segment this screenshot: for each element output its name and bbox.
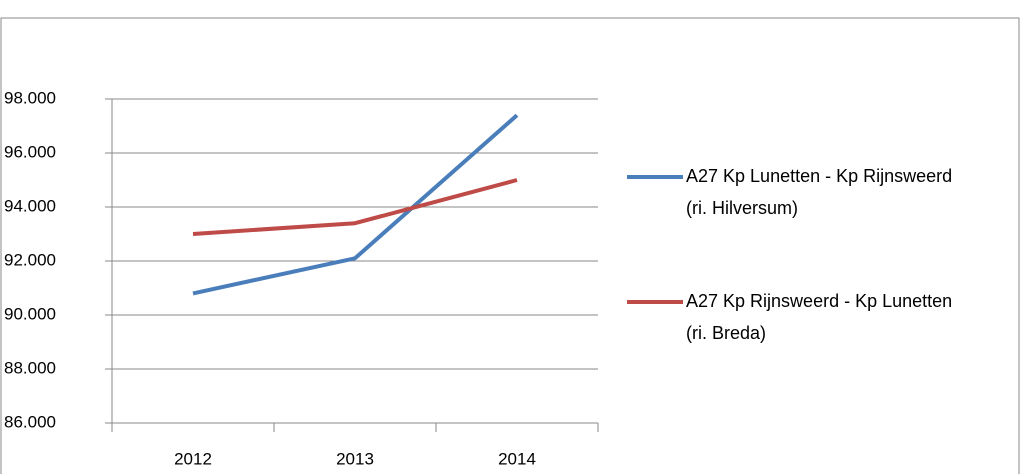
y-tick-label: 86.000 — [4, 412, 56, 431]
x-tick-label: 2013 — [336, 449, 374, 468]
chart-frame — [0, 17, 1020, 474]
legend-item: A27 Kp Lunetten - Kp Rijnsweerd (ri. Hil… — [627, 160, 967, 224]
legend-swatch — [627, 175, 683, 179]
y-tick-label: 98.000 — [4, 88, 56, 107]
y-tick-label: 90.000 — [4, 304, 56, 323]
legend-label: A27 Kp Lunetten - Kp Rijnsweerd (ri. Hil… — [686, 166, 953, 218]
y-tick-label: 94.000 — [4, 196, 56, 215]
x-tick-label: 2012 — [174, 449, 212, 468]
y-tick-label: 92.000 — [4, 250, 56, 269]
y-tick-label: 88.000 — [4, 358, 56, 377]
line-series — [192, 113, 519, 296]
line-series — [192, 178, 518, 236]
legend-label: A27 Kp Rijnsweerd - Kp Lunetten (ri. Bre… — [686, 291, 953, 343]
legend-item: A27 Kp Rijnsweerd - Kp Lunetten (ri. Bre… — [627, 285, 967, 349]
legend-swatch — [627, 300, 683, 304]
y-tick-label: 96.000 — [4, 142, 56, 161]
x-tick-label: 2014 — [498, 449, 536, 468]
